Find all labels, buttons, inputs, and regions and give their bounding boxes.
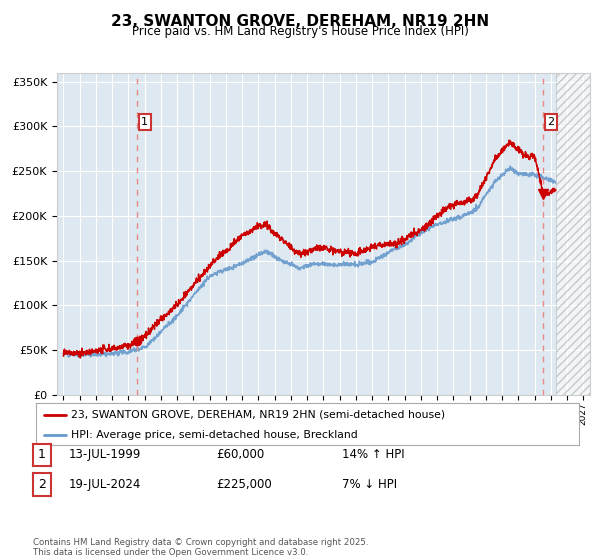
Text: 2: 2 — [38, 478, 46, 491]
Text: 23, SWANTON GROVE, DEREHAM, NR19 2HN: 23, SWANTON GROVE, DEREHAM, NR19 2HN — [111, 14, 489, 29]
Text: 1: 1 — [38, 448, 46, 461]
Text: 7% ↓ HPI: 7% ↓ HPI — [342, 478, 397, 491]
Bar — [556, 73, 590, 395]
Text: 14% ↑ HPI: 14% ↑ HPI — [342, 448, 404, 461]
Text: £60,000: £60,000 — [216, 448, 264, 461]
Text: 13-JUL-1999: 13-JUL-1999 — [69, 448, 142, 461]
Text: HPI: Average price, semi-detached house, Breckland: HPI: Average price, semi-detached house,… — [71, 430, 358, 440]
Text: 19-JUL-2024: 19-JUL-2024 — [69, 478, 142, 491]
Text: Price paid vs. HM Land Registry's House Price Index (HPI): Price paid vs. HM Land Registry's House … — [131, 25, 469, 38]
Text: 2: 2 — [547, 117, 554, 127]
Text: Contains HM Land Registry data © Crown copyright and database right 2025.
This d: Contains HM Land Registry data © Crown c… — [33, 538, 368, 557]
Text: £225,000: £225,000 — [216, 478, 272, 491]
Text: 23, SWANTON GROVE, DEREHAM, NR19 2HN (semi-detached house): 23, SWANTON GROVE, DEREHAM, NR19 2HN (se… — [71, 409, 445, 419]
Text: 1: 1 — [142, 117, 148, 127]
